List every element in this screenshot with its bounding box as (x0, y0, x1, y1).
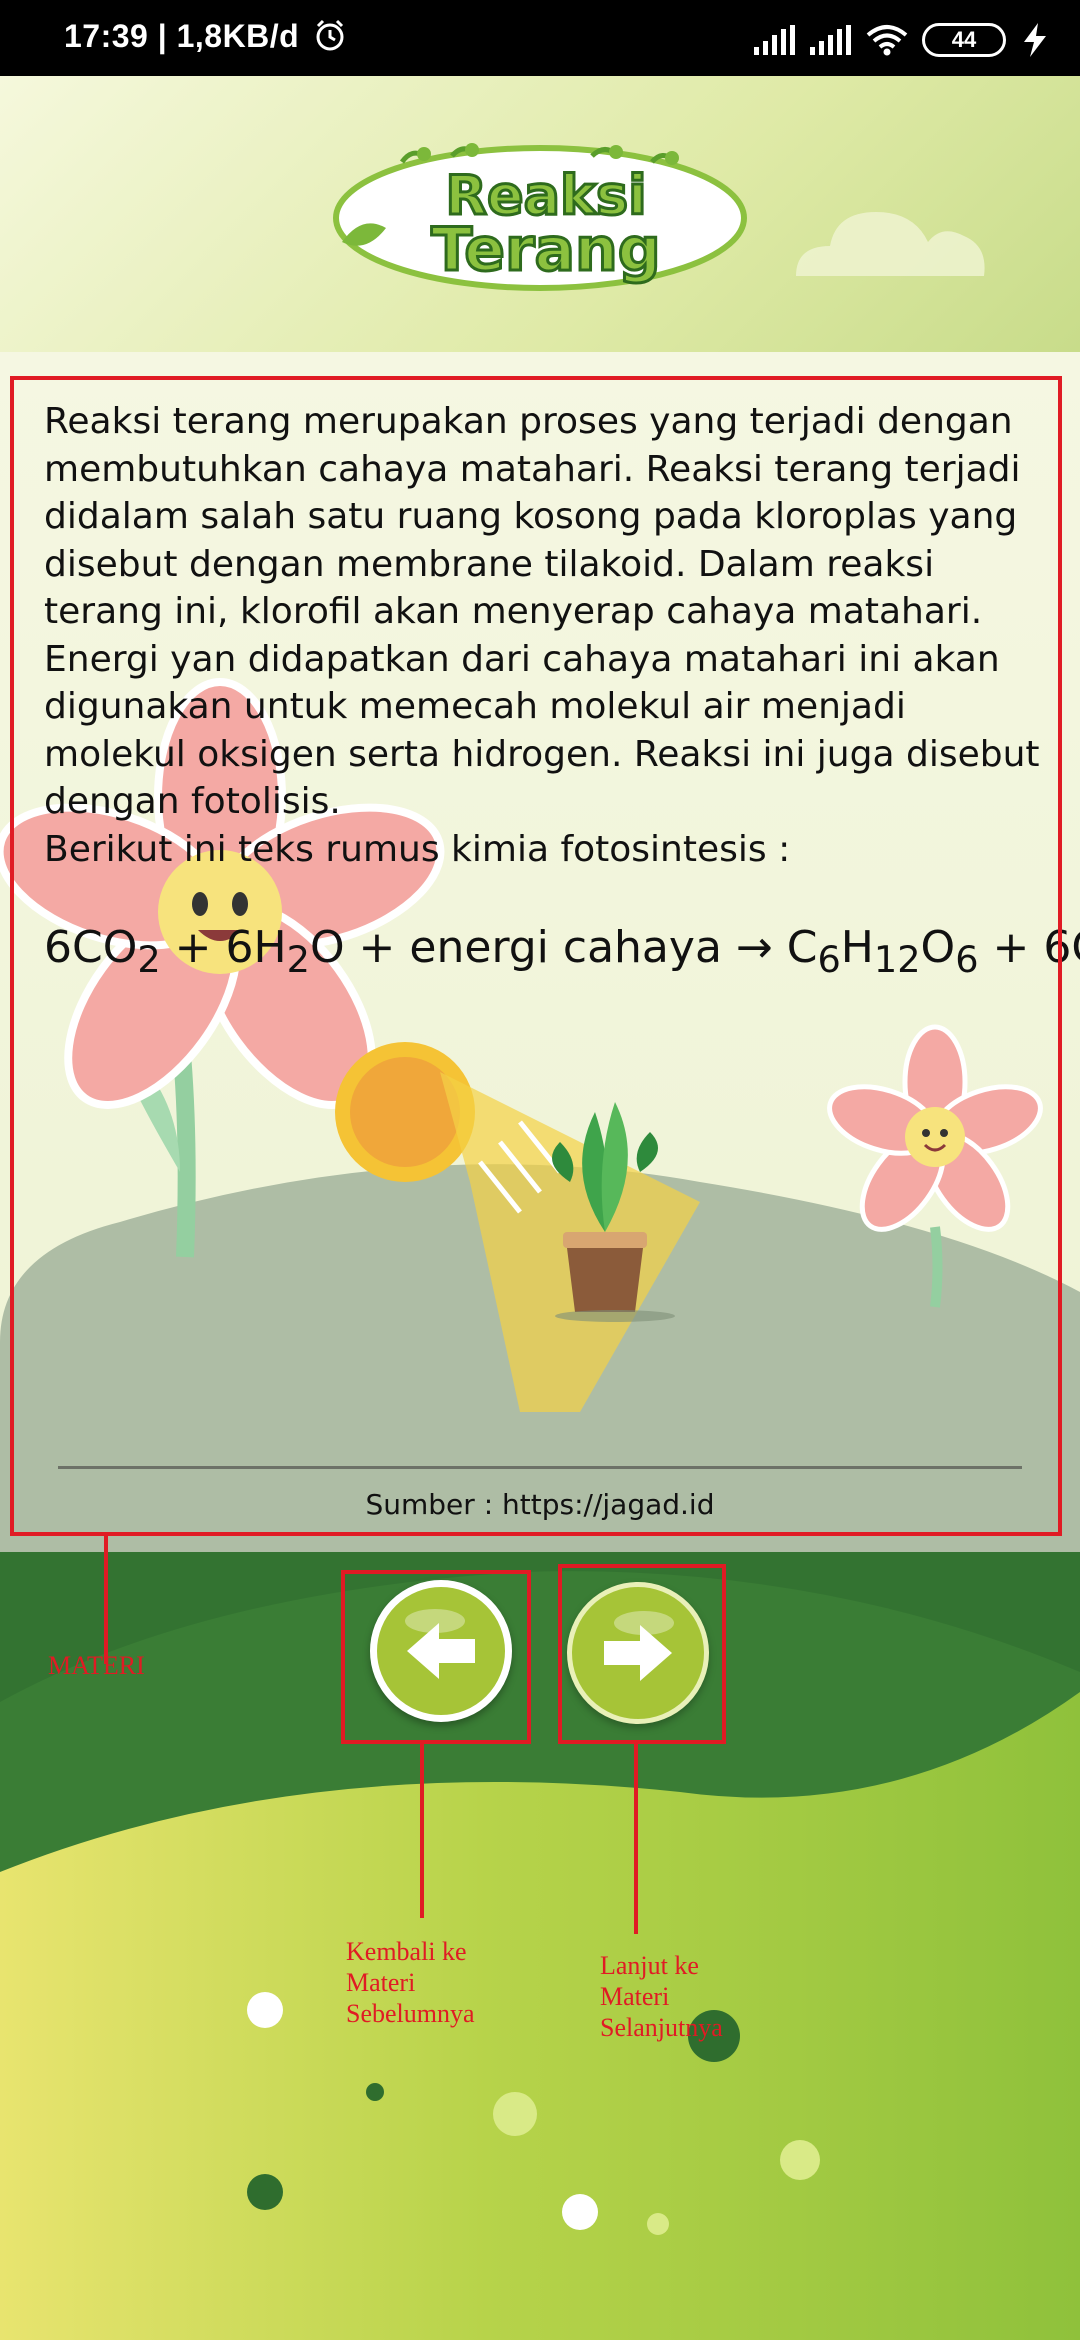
back-annotation-frame (341, 1570, 531, 1744)
back-annotation-label: Kembali ke Materi Sebelumnya (346, 1936, 475, 2029)
battery-icon: 44 (922, 23, 1006, 57)
charging-icon (1024, 23, 1046, 57)
source-divider (58, 1466, 1022, 1469)
materi-content: Reaksi terang merupakan proses yang terj… (0, 352, 1080, 1552)
materi-annotation-label: MATERI (48, 1651, 145, 1680)
photosynthesis-formula: 6CO2 + 6H2O + energi cahaya → C6H12O6 + … (44, 922, 1080, 981)
back-annotation-line3: Sebelumnya (346, 1999, 475, 2028)
back-annotation-line1: Kembali ke (346, 1937, 467, 1966)
formula-subscript: 2 (137, 937, 161, 981)
formula-part: O + energi cahaya → C (309, 922, 818, 973)
formula-part: H (840, 922, 874, 973)
reaksi-terang-logo: Reaksi Terang (333, 143, 747, 291)
status-time: 17:39 | 1,8KB/d (64, 18, 347, 55)
wifi-icon (866, 25, 908, 56)
next-annotation-line1: Lanjut ke (600, 1951, 699, 1980)
signal-icon (810, 25, 851, 55)
formula-subscript: 2 (286, 937, 310, 981)
formula-subscript: 12 (873, 937, 921, 981)
materi-paragraph: Reaksi terang merupakan proses yang terj… (44, 401, 1040, 822)
next-annotation-line3: Selanjutnya (600, 2013, 723, 2042)
formula-subscript: 6 (955, 937, 979, 981)
formula-part: O (920, 922, 956, 973)
source-text: Sumber : https://jagad.id (365, 1488, 715, 1521)
logo-text-line1: Reaksi (445, 164, 646, 227)
formula-part: + 6H (160, 922, 287, 973)
sun-illustration (335, 1042, 475, 1182)
next-annotation-frame (558, 1564, 726, 1744)
formula-subscript: 6 (817, 937, 841, 981)
arrow-right-icon (604, 1611, 674, 1681)
smiling-flower-small (827, 1024, 1043, 1308)
next-annotation-line (634, 1742, 638, 1934)
next-annotation-label: Lanjut ke Materi Selanjutnya (600, 1950, 723, 2043)
formula-part: + 6O (992, 922, 1080, 973)
alarm-icon (316, 19, 344, 51)
photosynthesis-scene (0, 678, 1080, 1552)
status-bar: 17:39 | 1,8KB/d (0, 0, 1080, 76)
arrow-left-icon (405, 1609, 475, 1679)
materi-annotation-frame (10, 376, 1062, 1536)
header: Reaksi Terang (0, 76, 1080, 355)
logo-text-line2: Terang (431, 215, 660, 285)
back-annotation-line2: Materi (346, 1968, 416, 1997)
next-button[interactable] (567, 1582, 709, 1724)
smiling-flower-large (0, 678, 445, 1109)
back-annotation-line (420, 1742, 424, 1918)
materi-text: Reaksi terang merupakan proses yang terj… (44, 398, 1044, 873)
status-time-text: 17:39 | 1,8KB/d (64, 18, 300, 54)
next-annotation-line2: Materi (600, 1982, 670, 2011)
materi-annotation-line (104, 1534, 108, 1664)
back-button[interactable] (370, 1580, 512, 1722)
cloud-decoration (796, 212, 985, 276)
formula-part: 6CO (44, 922, 138, 973)
bottom-background (0, 1552, 1080, 2340)
battery-level: 44 (951, 27, 977, 52)
formula-intro: Berikut ini teks rumus kimia fotosintesi… (44, 828, 791, 870)
potted-plant (552, 1102, 675, 1322)
signal-icon (754, 25, 795, 55)
status-icons: 44 (754, 18, 1050, 62)
